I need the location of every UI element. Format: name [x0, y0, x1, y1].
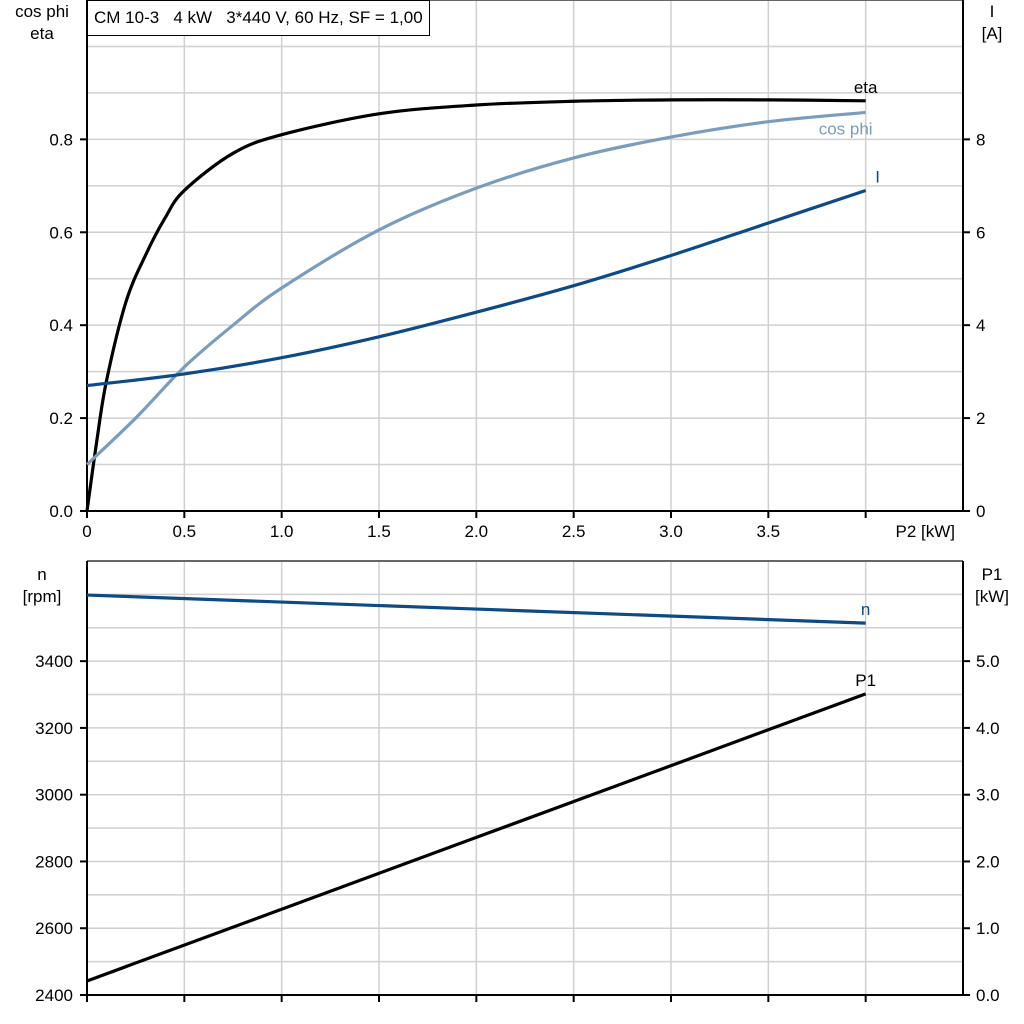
- y-left-tick-label: 0.4: [49, 316, 73, 335]
- y-right-tick-label: 3.0: [976, 786, 1000, 805]
- y-left-axis-label: [rpm]: [23, 587, 62, 606]
- y-right-tick-label: 0: [976, 502, 985, 521]
- chart-title: CM 10-3 4 kW 3*440 V, 60 Hz, SF = 1,00: [87, 0, 430, 36]
- y-left-tick-label: 0.8: [49, 130, 73, 149]
- y-left-tick-label: 0.6: [49, 223, 73, 242]
- series-line-eta: [85, 98, 866, 512]
- series-label-p1: P1: [855, 671, 876, 690]
- y-left-axis-label: n: [37, 565, 46, 584]
- x-axis-label: P2 [kW]: [895, 522, 955, 541]
- y-left-tick-label: 2600: [35, 919, 73, 938]
- y-left-tick-label: 3200: [35, 719, 73, 738]
- y-right-tick-label: 1.0: [976, 919, 1000, 938]
- series-label-i: I: [875, 167, 880, 186]
- x-tick-label: 3.0: [659, 522, 683, 541]
- y-left-tick-label: 0.2: [49, 409, 73, 428]
- y-right-tick-label: 4: [976, 316, 985, 335]
- x-tick-label: 0.5: [173, 522, 197, 541]
- series-line-p1: [86, 692, 867, 983]
- y-left-tick-label: 3400: [35, 652, 73, 671]
- series-label-n: n: [861, 600, 870, 619]
- y-right-axis-label: P1: [982, 565, 1003, 584]
- x-tick-label: 1.5: [367, 522, 391, 541]
- x-tick-label: 2.5: [562, 522, 586, 541]
- y-right-axis-label: I: [990, 2, 995, 21]
- series-line-n: [86, 593, 866, 625]
- y-right-tick-label: 4.0: [976, 719, 1000, 738]
- y-right-axis-label: [kW]: [975, 587, 1009, 606]
- y-left-axis-label: cos phi: [15, 2, 69, 21]
- x-tick-label: 1.0: [270, 522, 294, 541]
- x-tick-label: 2.0: [465, 522, 489, 541]
- y-right-axis-label: [A]: [982, 24, 1003, 43]
- series-label-eta: eta: [854, 78, 878, 97]
- series-line-i: [86, 188, 867, 388]
- y-right-tick-label: 5.0: [976, 652, 1000, 671]
- y-left-tick-label: 0.0: [49, 502, 73, 521]
- x-tick-label: 0: [82, 522, 91, 541]
- y-left-tick-label: 3000: [35, 786, 73, 805]
- y-left-tick-label: 2800: [35, 852, 73, 871]
- y-right-tick-label: 6: [976, 223, 985, 242]
- y-left-tick-label: 2400: [35, 986, 73, 1005]
- y-right-tick-label: 2: [976, 409, 985, 428]
- series-label-cos-phi: cos phi: [819, 119, 873, 138]
- y-left-axis-label: eta: [30, 24, 54, 43]
- y-right-tick-label: 0.0: [976, 986, 1000, 1005]
- x-tick-label: 3.5: [757, 522, 781, 541]
- y-right-tick-label: 8: [976, 130, 985, 149]
- y-right-tick-label: 2.0: [976, 852, 1000, 871]
